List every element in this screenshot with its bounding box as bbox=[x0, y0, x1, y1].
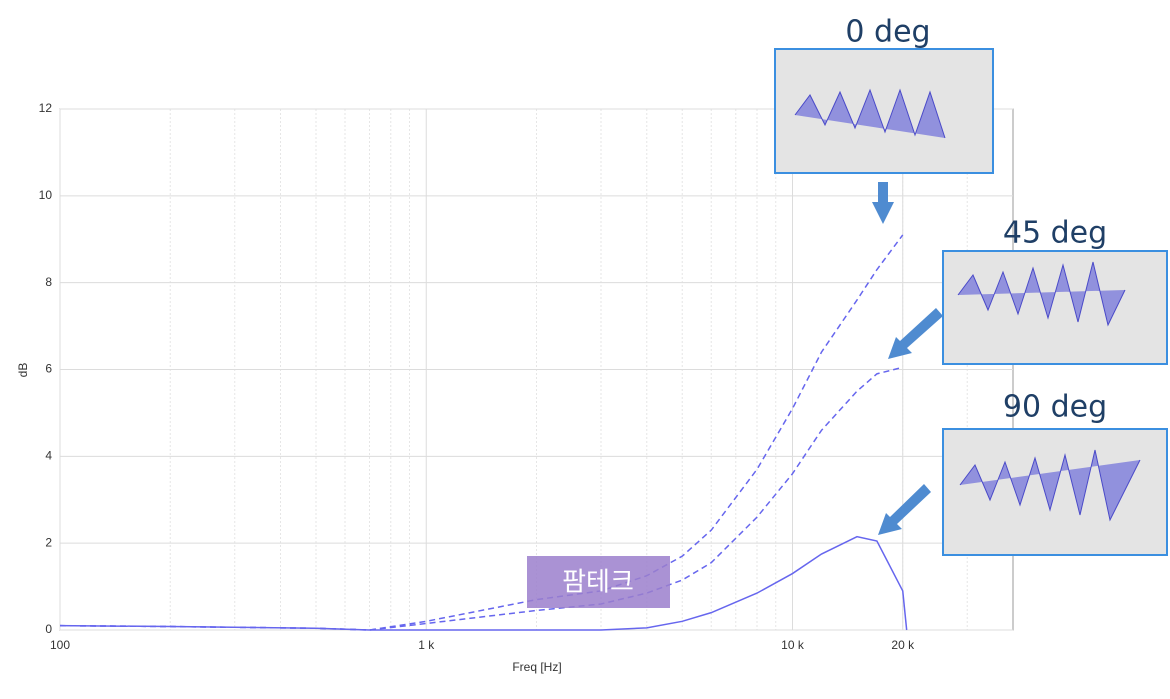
y-axis-label: dB bbox=[16, 363, 30, 378]
thumbnails bbox=[774, 48, 1168, 556]
x-tick-label: 100 bbox=[50, 638, 70, 652]
y-tick-label: 2 bbox=[45, 535, 52, 549]
y-tick-label: 10 bbox=[39, 188, 53, 202]
y-tick-label: 0 bbox=[45, 622, 52, 636]
annotation: 90 deg bbox=[1003, 390, 1107, 425]
series-line bbox=[59, 535, 908, 631]
x-tick-label: 1 k bbox=[418, 638, 435, 652]
x-tick-label: 20 k bbox=[891, 638, 915, 652]
arrows bbox=[872, 182, 943, 535]
y-tick-label: 8 bbox=[45, 275, 52, 289]
x-tick-label: 10 k bbox=[781, 638, 805, 652]
annotation: 0 deg bbox=[845, 15, 930, 50]
thumbnail bbox=[774, 48, 994, 174]
y-tick-label: 12 bbox=[39, 101, 53, 115]
thumbnail bbox=[942, 428, 1168, 556]
y-tick-label: 6 bbox=[45, 362, 52, 376]
x-axis-label: Freq [Hz] bbox=[512, 660, 561, 674]
y-tick-label: 4 bbox=[45, 449, 52, 463]
watermark-box bbox=[527, 556, 670, 608]
annotation: 45 deg bbox=[1003, 216, 1107, 251]
thumbnail bbox=[942, 250, 1168, 365]
watermark: 팜테크 bbox=[562, 568, 634, 598]
